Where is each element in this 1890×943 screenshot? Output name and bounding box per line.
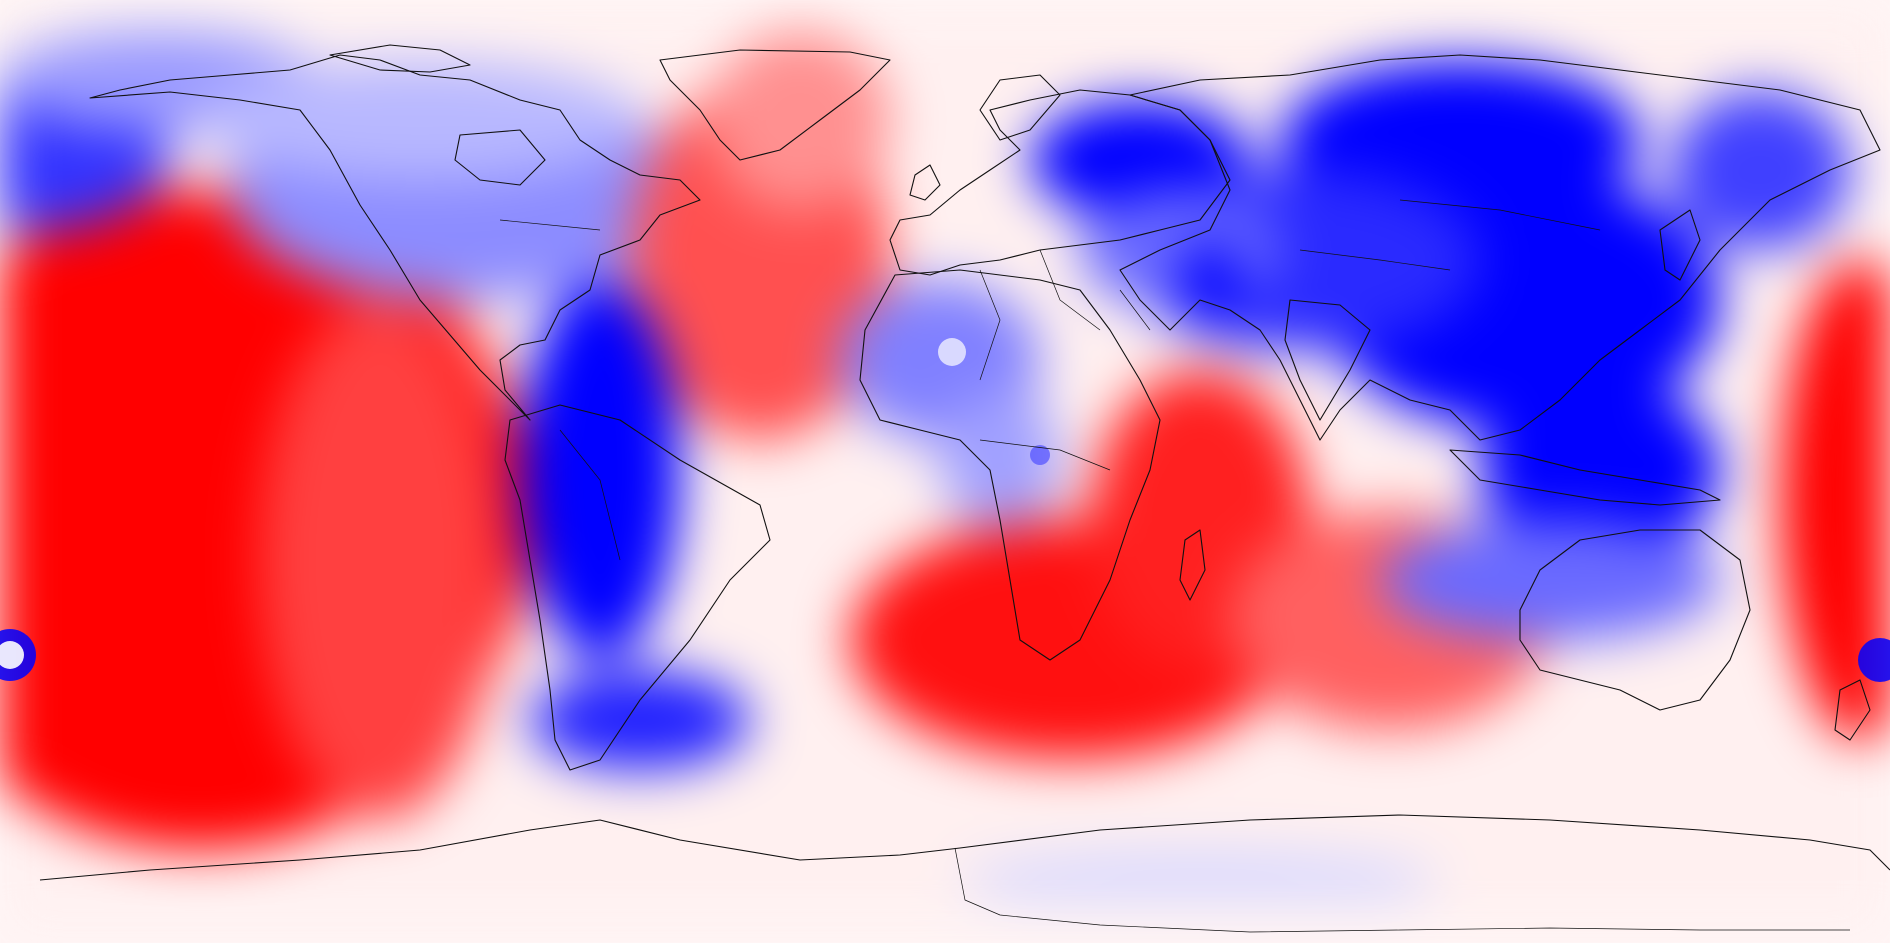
coast-madagascar [1179,529,1206,601]
coast-antarctic-ice-shelf [954,847,1850,933]
coast-europe [889,89,1231,276]
coast-uk [909,164,941,201]
coast-arctic-islands [329,44,471,73]
coast-africa [859,269,1161,661]
coast-india [1284,299,1371,421]
coast-new-zealand [1834,679,1871,741]
coast-indonesia [1449,449,1721,506]
coast-north-america [89,54,701,421]
coast-antarctica [39,814,1890,881]
coast-asia [1119,54,1881,441]
coast-south-america [504,404,771,771]
coast-hudson [454,129,546,186]
border-lines [499,199,1601,561]
coast-australia [1519,529,1751,711]
coast-scandinavia [979,74,1061,141]
coast-greenland [659,49,891,161]
coast-japan [1659,209,1701,281]
